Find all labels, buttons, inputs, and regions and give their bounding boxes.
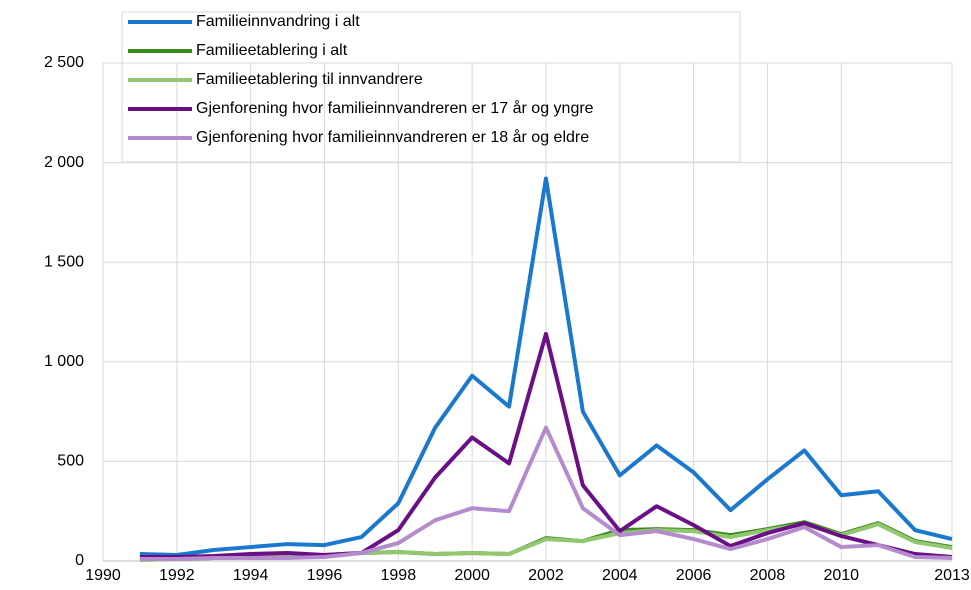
x-tick-label: 2004	[602, 567, 638, 584]
x-tick-label: 1998	[381, 567, 417, 584]
x-tick-label: 2008	[750, 567, 786, 584]
series-line	[139, 425, 953, 562]
x-tick-label: 2006	[676, 567, 712, 584]
y-tick-label: 500	[57, 453, 84, 470]
legend-label: Familieinnvandring i alt	[196, 13, 360, 30]
y-tick-label: 1 500	[44, 253, 84, 270]
y-tick-label: 2 000	[44, 154, 84, 171]
grid: 0 500 1 000 1 500 2 000 2 500 1990 1992 1994 1996…	[44, 54, 970, 584]
x-tick-label: 2010	[823, 567, 859, 584]
legend-label: Familieetablering i alt	[196, 42, 348, 59]
legend-box	[121, 11, 741, 163]
x-tick-label: 1990	[85, 567, 121, 584]
legend: Familieinnvandring i alt Familieetablerin…	[128, 13, 594, 146]
x-tick-label: 2002	[528, 567, 564, 584]
x-tick-label: 2000	[454, 567, 490, 584]
legend-label: Gjenforening hvor familieinnvandreren er…	[196, 128, 589, 146]
x-tick-label: 2013	[934, 567, 970, 584]
y-tick-label: 0	[75, 552, 84, 569]
y-tick-label: 1 000	[44, 353, 84, 370]
x-tick-label: 1996	[307, 567, 343, 584]
series-line	[139, 176, 953, 558]
y-tick-label: 2 500	[44, 54, 84, 71]
x-tick-label: 1992	[159, 567, 195, 584]
legend-label: Gjenforening hvor familieinnvandreren er…	[196, 99, 594, 117]
legend-label: Familieetablering til innvandrere	[196, 71, 423, 88]
lines	[139, 176, 953, 563]
x-tick-label: 1994	[233, 567, 269, 584]
series-line	[139, 331, 953, 560]
